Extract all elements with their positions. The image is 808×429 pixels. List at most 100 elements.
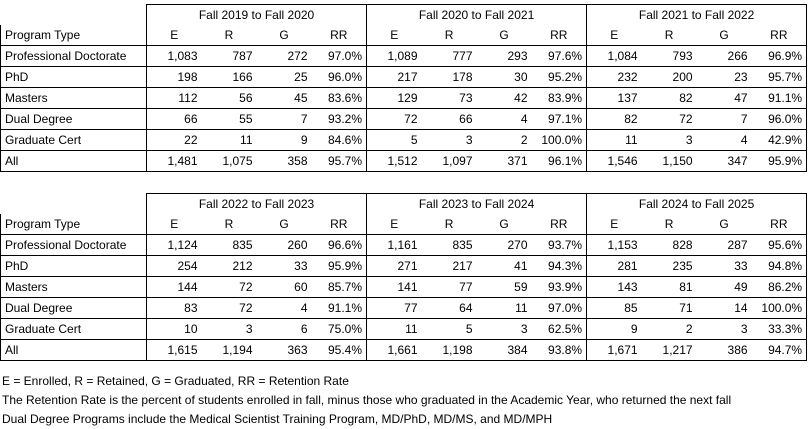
column-header-r: R xyxy=(641,25,697,46)
data-cell: 83.6% xyxy=(311,87,367,109)
data-cell: 81 xyxy=(641,276,697,298)
data-cell: 4 xyxy=(256,297,312,319)
data-cell: 72 xyxy=(201,276,257,298)
data-cell: 96.1% xyxy=(531,150,587,172)
data-cell: 72 xyxy=(201,297,257,319)
data-cell: 11 xyxy=(201,129,257,151)
data-cell: 112 xyxy=(146,87,202,109)
period-header-row: Fall 2022 to Fall 2023 Fall 2023 to Fall … xyxy=(1,193,808,214)
data-cell: 77 xyxy=(366,297,422,319)
data-cell: 1,481 xyxy=(146,150,202,172)
data-cell: 96.9% xyxy=(751,45,808,67)
data-cell: 33 xyxy=(696,255,752,277)
data-cell: 254 xyxy=(146,255,202,277)
data-cell: 386 xyxy=(696,339,752,361)
data-cell: 347 xyxy=(696,150,752,172)
data-cell: 835 xyxy=(421,234,477,256)
data-cell: 85.7% xyxy=(311,276,367,298)
column-header-rr: RR xyxy=(531,214,587,235)
data-cell: 97.6% xyxy=(531,45,587,67)
data-cell: 137 xyxy=(586,87,642,109)
dual-degree-note: Dual Degree Programs include the Medical… xyxy=(2,412,553,426)
data-cell: 9 xyxy=(256,129,312,151)
data-cell: 5 xyxy=(421,318,477,340)
data-cell: 1,615 xyxy=(146,339,202,361)
data-cell: 95.2% xyxy=(531,66,587,88)
data-cell: 4 xyxy=(696,129,752,151)
data-cell: 30 xyxy=(476,66,532,88)
data-cell: 1,546 xyxy=(586,150,642,172)
column-header-r: R xyxy=(201,214,257,235)
table-row: Graduate Cert 22 11 9 84.6% 5 3 2 100.0% 11 3 4 42.9… xyxy=(0,129,808,151)
data-cell: 6 xyxy=(256,318,312,340)
data-cell: 166 xyxy=(201,66,257,88)
data-cell: 2 xyxy=(476,129,532,151)
column-header-rr: RR xyxy=(751,25,808,46)
data-cell: 45 xyxy=(256,87,312,109)
data-cell: 94.7% xyxy=(751,339,808,361)
data-cell: 23 xyxy=(696,66,752,88)
column-header-row: Program Type E R G RR E R G RR E R G RR xyxy=(0,25,808,46)
column-header-e: E xyxy=(586,214,642,235)
data-cell: 200 xyxy=(641,66,697,88)
column-header-r: R xyxy=(201,25,257,46)
program-type-label: Masters xyxy=(0,87,147,109)
column-header-e: E xyxy=(366,214,422,235)
legend-note: E = Enrolled, R = Retained, G = Graduate… xyxy=(2,374,349,388)
data-cell: 96.6% xyxy=(311,234,367,256)
data-cell: 1,153 xyxy=(586,234,642,256)
data-cell: 1,512 xyxy=(366,150,422,172)
data-cell: 1,150 xyxy=(641,150,697,172)
column-header-g: G xyxy=(696,25,752,46)
period-header: Fall 2023 to Fall 2024 xyxy=(366,193,587,214)
column-header-rr: RR xyxy=(311,214,367,235)
data-cell: 363 xyxy=(256,339,312,361)
data-cell: 793 xyxy=(641,45,697,67)
data-cell: 835 xyxy=(201,234,257,256)
program-type-label: Professional Doctorate xyxy=(0,45,147,67)
data-cell: 97.1% xyxy=(531,108,587,130)
data-cell: 49 xyxy=(696,276,752,298)
data-cell: 384 xyxy=(476,339,532,361)
data-cell: 41 xyxy=(476,255,532,277)
data-cell: 1,198 xyxy=(421,339,477,361)
data-cell: 271 xyxy=(366,255,422,277)
data-cell: 100.0% xyxy=(751,297,808,319)
period-header: Fall 2019 to Fall 2020 xyxy=(145,4,367,25)
data-cell: 4 xyxy=(476,108,532,130)
table-row: Professional Doctorate 1,083 787 272 97.0% 1,… xyxy=(0,45,808,67)
blank-corner-cell xyxy=(1,5,147,26)
data-cell: 3 xyxy=(201,318,257,340)
data-cell: 75.0% xyxy=(311,318,367,340)
column-header-e: E xyxy=(586,25,642,46)
data-cell: 129 xyxy=(366,87,422,109)
table-row: Dual Degree 83 72 4 91.1% 77 64 11 97.0% 85 71 14 10… xyxy=(0,297,808,319)
data-cell: 22 xyxy=(146,129,202,151)
program-type-label: Dual Degree xyxy=(0,108,147,130)
data-cell: 95.6% xyxy=(751,234,808,256)
column-header-g: G xyxy=(256,25,312,46)
data-cell: 293 xyxy=(476,45,532,67)
data-cell: 95.9% xyxy=(311,255,367,277)
data-cell: 77 xyxy=(421,276,477,298)
data-cell: 3 xyxy=(476,318,532,340)
data-cell: 1,661 xyxy=(366,339,422,361)
table-row: Professional Doctorate 1,124 835 260 96.6% 1,… xyxy=(0,234,808,256)
data-cell: 217 xyxy=(366,66,422,88)
data-cell: 73 xyxy=(421,87,477,109)
data-cell: 95.7% xyxy=(311,150,367,172)
program-type-label: Dual Degree xyxy=(0,297,147,319)
data-cell: 91.1% xyxy=(311,297,367,319)
data-cell: 7 xyxy=(696,108,752,130)
data-cell: 141 xyxy=(366,276,422,298)
table-row: Masters 112 56 45 83.6% 129 73 42 83.9% 137 82 47 91… xyxy=(0,87,808,109)
data-cell: 47 xyxy=(696,87,752,109)
period-header: Fall 2022 to Fall 2023 xyxy=(145,193,367,214)
column-header-e: E xyxy=(146,214,202,235)
data-cell: 3 xyxy=(421,129,477,151)
data-cell: 33.3% xyxy=(751,318,808,340)
data-cell: 144 xyxy=(146,276,202,298)
data-cell: 3 xyxy=(641,129,697,151)
data-cell: 11 xyxy=(586,129,642,151)
data-cell: 84.6% xyxy=(311,129,367,151)
